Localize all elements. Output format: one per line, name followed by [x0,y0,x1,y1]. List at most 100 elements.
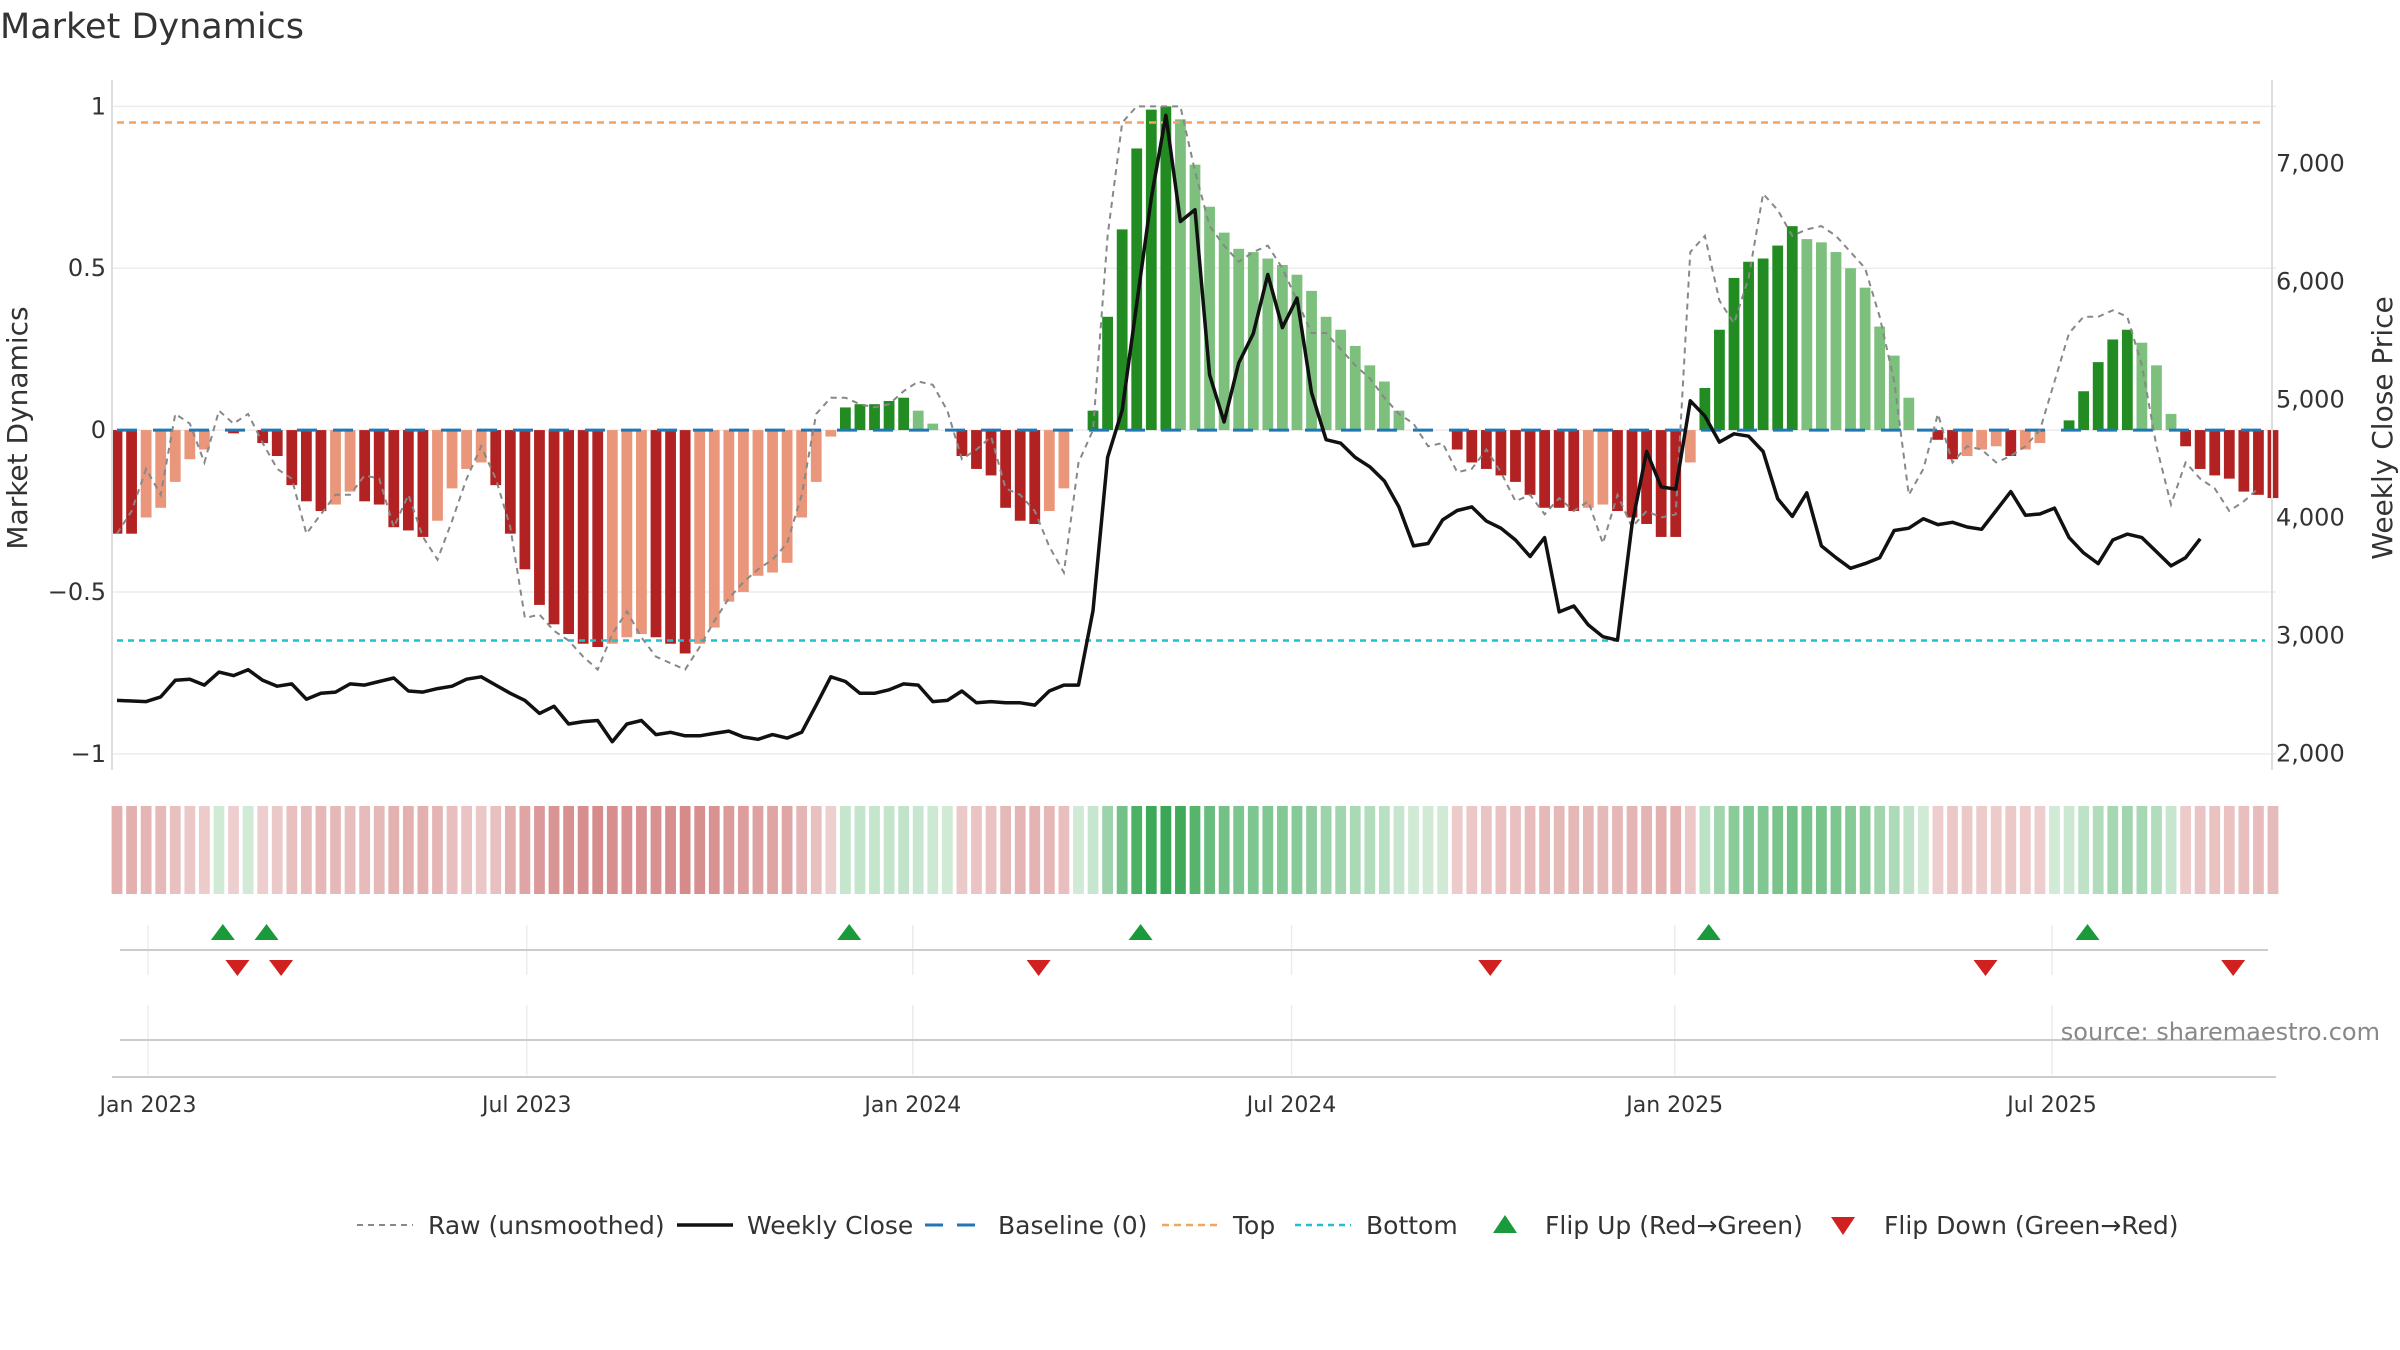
heat-cell [1903,806,1915,894]
source-text: source: sharemaestro.com [2061,1018,2380,1046]
bar [446,430,458,489]
heat-cell [1160,806,1172,894]
heat-cell [665,806,676,894]
heat-cell [1874,806,1886,894]
flip-up-marker [837,924,862,940]
heat-cell [679,806,691,894]
heat-strip [111,806,2279,894]
bar [534,430,545,605]
flip-down-marker [225,960,250,976]
bar [563,430,574,635]
bar [1466,430,1478,463]
heat-cell [1291,806,1303,894]
heat-cell [140,806,152,894]
bar [184,430,196,460]
y-tick-left: 1 [91,92,106,120]
heat-cell [1277,806,1288,894]
bar [1553,430,1565,508]
heat-cell [1553,806,1565,894]
heat-cell [373,806,385,894]
heat-cell [330,806,341,894]
bar [883,400,895,431]
heat-cell [738,806,749,894]
heat-cell [2238,806,2250,894]
bar [461,430,473,469]
bar [1495,430,1507,476]
heat-cell [1641,806,1652,894]
close-line [116,113,2202,744]
heat-cell [446,806,458,894]
heat-cell [534,806,545,894]
heat-cell [1495,806,1507,894]
bar [1262,258,1274,431]
bar [155,430,167,508]
bar [985,430,997,476]
bar [767,430,778,573]
bar [2136,342,2148,431]
bar [1277,264,1288,431]
heat-cell [2223,806,2235,894]
bar [2238,430,2250,492]
heat-cell [1597,806,1609,894]
heat-cell [956,806,968,894]
heat-cell [810,806,822,894]
bar [2005,430,2017,456]
legend-label: Bottom [1366,1211,1458,1240]
heat-cell [869,806,880,894]
bar [300,430,312,502]
flip-down-marker [2221,960,2246,976]
bar [490,430,502,486]
y-tick-left: 0 [91,416,106,444]
y-tick-left: −1 [71,740,106,768]
heat-cell [300,806,312,894]
bar [2019,430,2031,450]
flip-up-marker [2075,924,2100,940]
bar [752,430,764,576]
heat-cell [257,806,269,894]
bar [694,430,706,644]
heat-cell [1786,806,1798,894]
bar [1757,258,1769,431]
heat-cell [2034,806,2046,894]
heat-cell [1262,806,1274,894]
bar [1306,290,1317,431]
heat-cell [126,806,137,894]
bar [1510,430,1521,482]
heat-cell [1306,806,1317,894]
heat-cell [228,806,239,894]
bar [1874,326,1886,431]
heat-cell [1102,806,1113,894]
legend-label: Baseline (0) [998,1211,1147,1240]
bar [1160,106,1172,431]
heat-cell [2165,806,2177,894]
heat-cell [169,806,181,894]
bar [810,430,822,482]
heat-cell [839,806,851,894]
bar [140,430,152,518]
heat-cell [1539,806,1551,894]
heat-cell [1801,806,1813,894]
heat-cell [2209,806,2221,894]
heat-cell [155,806,167,894]
heat-cell [2151,806,2162,894]
x-tick-label: Jul 2025 [2005,1093,2097,1118]
line-layer [116,105,2265,744]
heat-cell [1349,806,1361,894]
heat-cell [184,806,196,894]
y-tick-right: 6,000 [2276,267,2345,295]
bar [257,430,269,444]
bar [1204,206,1215,431]
bar [1597,430,1609,505]
bar [519,430,531,570]
bar [1145,109,1157,431]
bar [1000,430,1012,508]
heat-cell [1364,806,1376,894]
bar [1947,430,1958,460]
heat-cell [271,806,283,894]
bar [2209,430,2221,476]
heat-cell [1247,806,1259,894]
bar [1801,239,1813,431]
heat-cell [2092,806,2104,894]
legend-label: Flip Up (Red→Green) [1545,1211,1803,1240]
